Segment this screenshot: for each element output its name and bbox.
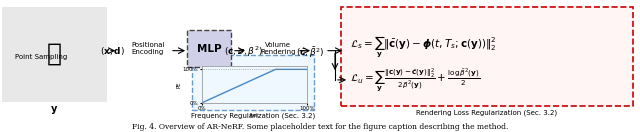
Text: $(\mathbf{x}, \mathbf{d})$: $(\mathbf{x}, \mathbf{d})$ bbox=[100, 45, 125, 57]
Text: $\mathcal{L}_s = \sum_{\mathbf{y}} \|\bar{\mathbf{c}}(\mathbf{y}) - \boldsymbol{: $\mathcal{L}_s = \sum_{\mathbf{y}} \|\ba… bbox=[350, 34, 497, 59]
Text: 🏗: 🏗 bbox=[47, 42, 61, 66]
Text: $(\mathbf{c},\sigma,\beta^2)$: $(\mathbf{c},\sigma,\beta^2)$ bbox=[225, 45, 264, 59]
Text: Volume
Rendering: Volume Rendering bbox=[260, 42, 296, 55]
FancyBboxPatch shape bbox=[187, 30, 231, 67]
Text: $(\bar{\mathbf{c}},\bar{\beta}^2)$: $(\bar{\mathbf{c}},\bar{\beta}^2)$ bbox=[296, 45, 324, 60]
Text: Point Sampling: Point Sampling bbox=[15, 53, 67, 60]
Text: $\mathbf{y}$: $\mathbf{y}$ bbox=[50, 104, 58, 116]
Text: $\mathcal{L}_u = \sum_{\mathbf{y}} \frac{\|\mathbf{c}(\mathbf{y}) - \bar{\mathbf: $\mathcal{L}_u = \sum_{\mathbf{y}} \frac… bbox=[350, 66, 481, 94]
Text: Fig. 4. Overview of AR-NeRF. Some placeholder text for the figure caption descri: Fig. 4. Overview of AR-NeRF. Some placeh… bbox=[132, 123, 508, 131]
X-axis label: Iter.: Iter. bbox=[249, 113, 260, 118]
FancyBboxPatch shape bbox=[2, 7, 107, 102]
Text: Positional
Encoding: Positional Encoding bbox=[131, 42, 164, 55]
FancyBboxPatch shape bbox=[341, 7, 633, 106]
FancyBboxPatch shape bbox=[192, 55, 314, 110]
Text: Frequency Regularization (Sec. 3.2): Frequency Regularization (Sec. 3.2) bbox=[191, 112, 315, 119]
Text: MLP: MLP bbox=[196, 44, 221, 54]
Text: Rendering Loss Regularization (Sec. 3.2): Rendering Loss Regularization (Sec. 3.2) bbox=[417, 109, 557, 116]
Y-axis label: PE: PE bbox=[176, 81, 181, 88]
